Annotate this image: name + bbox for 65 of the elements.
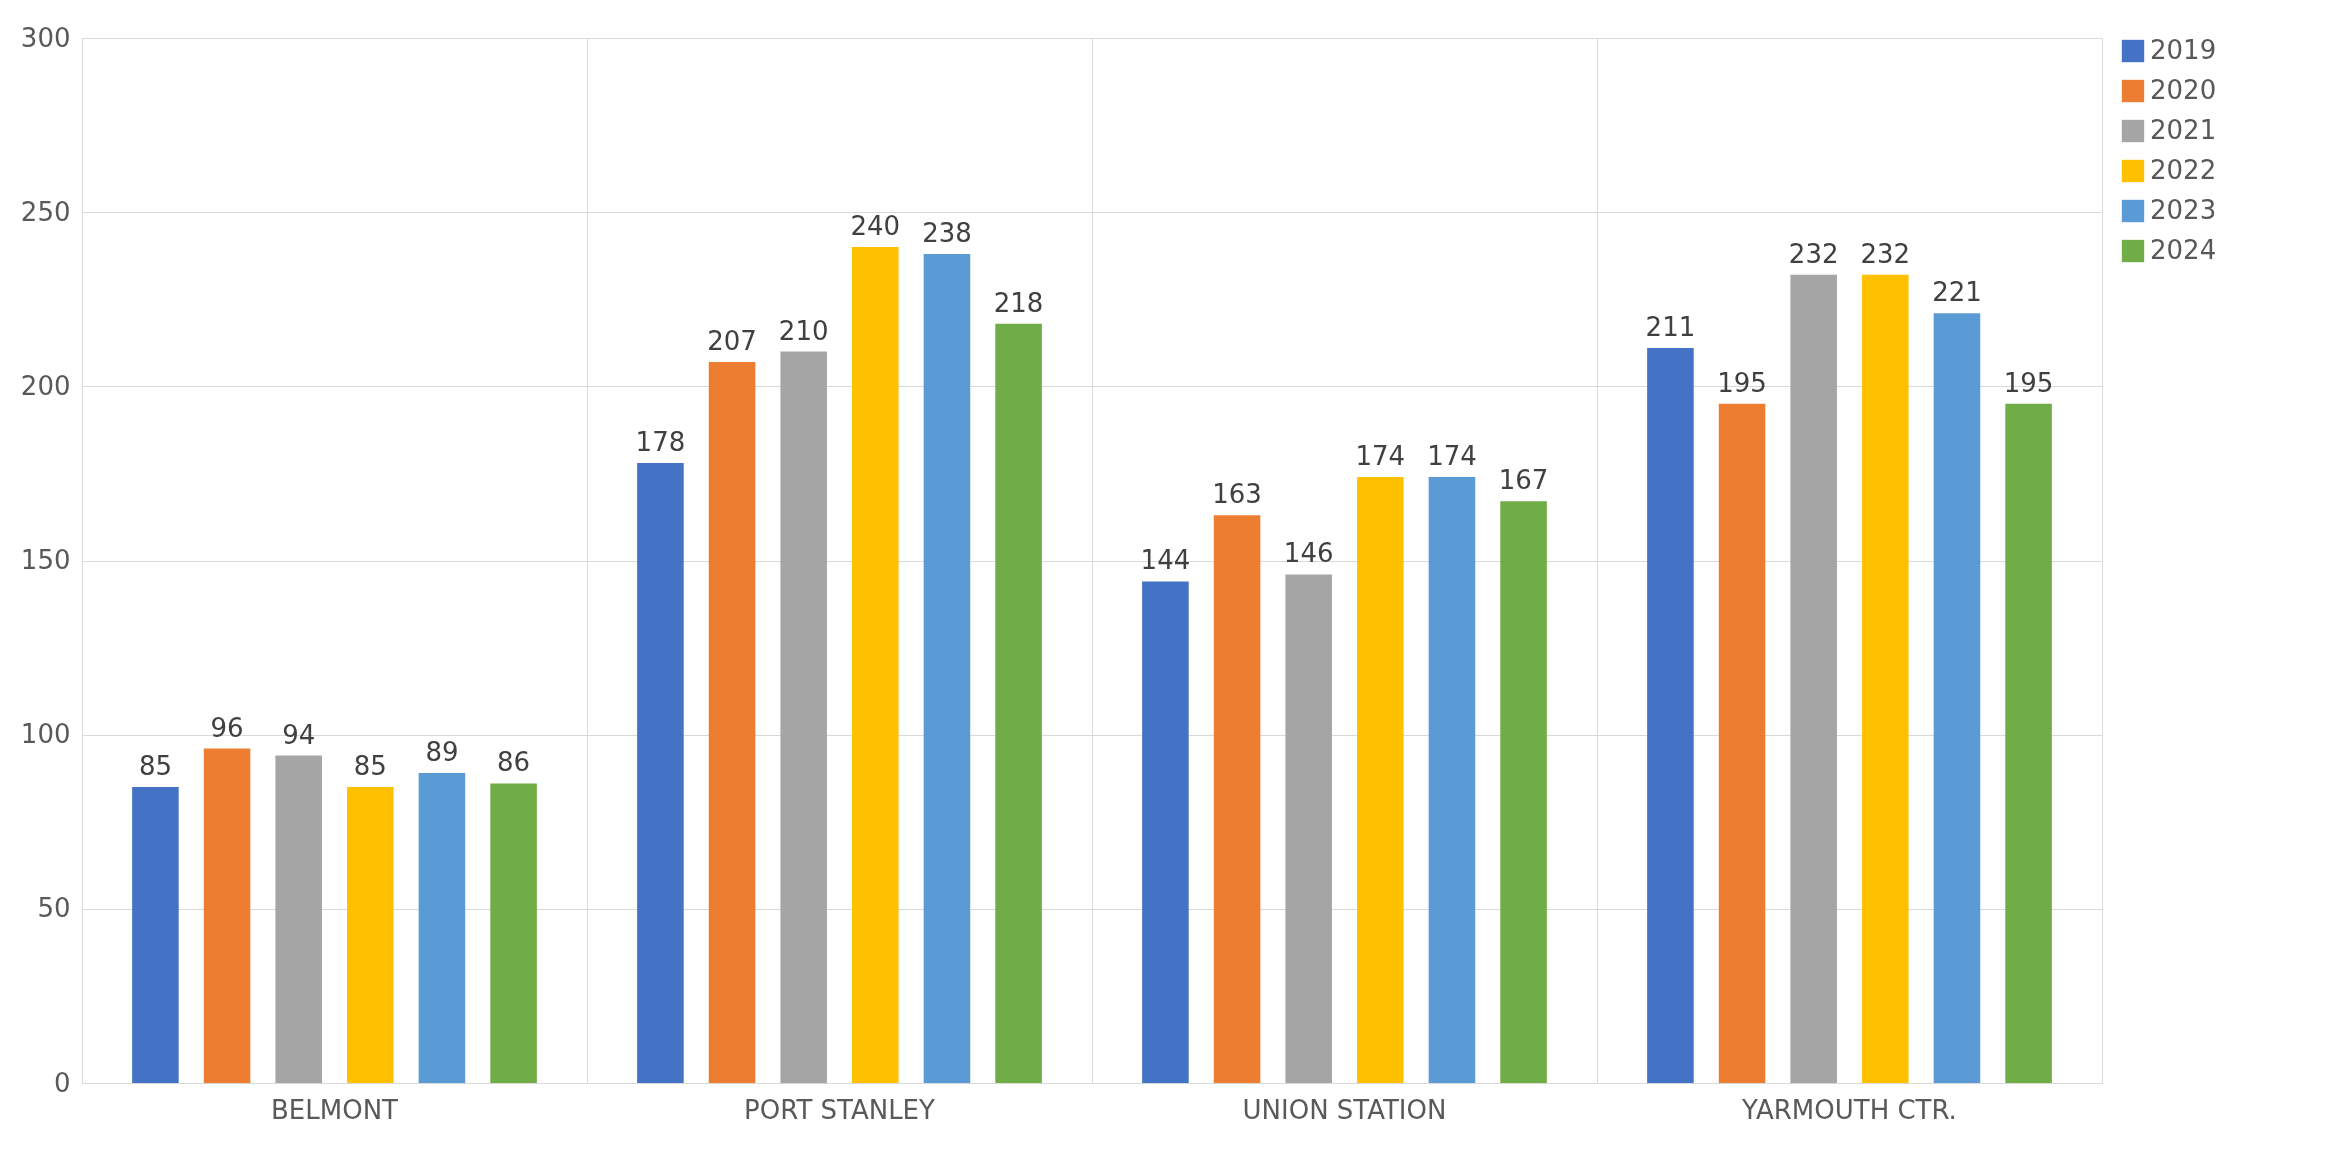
y-tick-label: 250	[20, 196, 71, 227]
x-tick-label: PORT STANLEY	[744, 1094, 936, 1125]
bar	[708, 361, 756, 1083]
x-tick-label: YARMOUTH CTR.	[1741, 1094, 1957, 1125]
data-label: 232	[1788, 238, 1839, 269]
y-tick-label: 150	[20, 545, 71, 575]
bar	[347, 786, 394, 1083]
data-label: 86	[497, 747, 531, 778]
bar	[1790, 274, 1837, 1083]
bar	[637, 462, 684, 1083]
data-label: 85	[138, 750, 172, 781]
data-label: 94	[282, 719, 316, 750]
bar	[1357, 476, 1404, 1083]
bar	[2005, 403, 2052, 1083]
bar	[275, 755, 322, 1083]
bar	[1285, 574, 1332, 1083]
data-label: 174	[1427, 440, 1477, 471]
bar	[852, 247, 899, 1083]
bar	[995, 323, 1042, 1083]
data-label: 89	[425, 736, 459, 767]
data-label: 221	[1932, 277, 1982, 308]
x-tick-label: UNION STATION	[1242, 1094, 1447, 1125]
bar	[1718, 403, 1766, 1083]
y-tick-label: 0	[53, 1067, 71, 1098]
legend-label: 2021	[2150, 115, 2217, 145]
bar	[1933, 313, 1981, 1083]
data-label: 218	[993, 287, 1044, 318]
legend-label: 2022	[2150, 155, 2217, 185]
data-label: 210	[778, 315, 829, 346]
bar	[780, 351, 827, 1083]
data-label: 195	[2003, 367, 2054, 398]
bar	[490, 783, 537, 1083]
bar	[132, 786, 179, 1083]
bar	[418, 772, 466, 1083]
bar	[1428, 476, 1476, 1083]
bar	[923, 253, 971, 1083]
y-tick-label: 300	[20, 22, 71, 53]
data-label: 240	[850, 211, 901, 241]
x-tick-label: BELMONT	[271, 1094, 399, 1125]
legend-label: 2024	[2150, 235, 2217, 265]
data-label: 85	[353, 750, 387, 781]
data-label: 195	[1717, 367, 1767, 398]
y-tick-label: 100	[20, 719, 71, 750]
data-label: 178	[635, 426, 686, 457]
legend-label: 2019	[2150, 35, 2217, 65]
bar	[1500, 501, 1547, 1083]
data-label: 146	[1283, 538, 1334, 569]
bar	[203, 748, 251, 1083]
data-label: 238	[922, 217, 972, 248]
y-tick-label: 200	[20, 370, 71, 401]
legend-label: 2020	[2150, 75, 2217, 105]
data-label: 163	[1212, 479, 1262, 510]
bar	[1647, 348, 1694, 1083]
data-label: 167	[1498, 465, 1549, 496]
y-tick-label: 50	[37, 893, 71, 924]
legend-label: 2023	[2150, 195, 2217, 225]
data-label: 207	[707, 325, 757, 356]
data-label: 232	[1860, 238, 1911, 269]
data-label: 174	[1355, 440, 1406, 471]
data-label: 144	[1140, 545, 1191, 576]
data-label: 211	[1645, 312, 1696, 343]
bar	[1142, 581, 1189, 1083]
data-label: 96	[210, 712, 244, 743]
bar	[1862, 274, 1909, 1083]
bar	[1213, 515, 1261, 1083]
